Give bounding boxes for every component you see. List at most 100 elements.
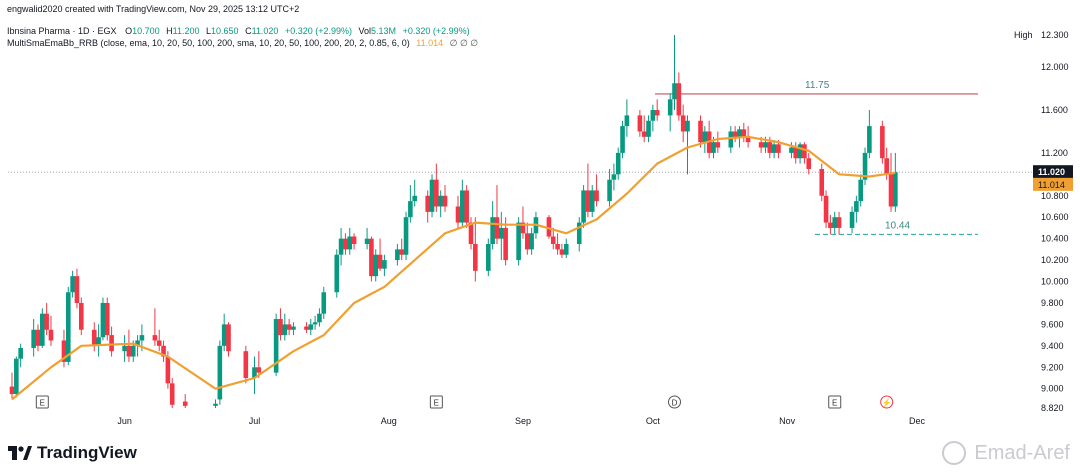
open-label: O bbox=[125, 26, 133, 36]
earnings-marker: E bbox=[35, 395, 49, 409]
candle bbox=[9, 372, 15, 400]
symbol-name[interactable]: Ibnsina Pharma · 1D · EGX bbox=[7, 26, 117, 36]
price-axis-tick: 10.800 bbox=[1041, 191, 1069, 201]
candle bbox=[771, 140, 777, 159]
candle-body bbox=[382, 260, 387, 269]
indicator-line: MultiSmaEmaBb_RRB (close, ema, 10, 20, 5… bbox=[7, 38, 478, 49]
candle-body bbox=[893, 172, 898, 207]
tradingview-icon bbox=[8, 446, 32, 460]
candle bbox=[40, 308, 45, 348]
candle bbox=[282, 313, 288, 341]
candle-body bbox=[135, 340, 140, 346]
candle bbox=[702, 126, 708, 153]
candle bbox=[278, 308, 283, 341]
candle-body bbox=[624, 115, 630, 127]
candle-body bbox=[732, 131, 738, 137]
candle-body bbox=[680, 115, 686, 132]
candle-body bbox=[61, 340, 67, 362]
open-value: 10.700 bbox=[132, 26, 160, 36]
time-axis-tick: Jun bbox=[117, 416, 132, 426]
candle-body bbox=[226, 324, 231, 352]
event-marker-glyph: E bbox=[832, 399, 837, 408]
candle bbox=[429, 174, 435, 218]
candle-body bbox=[880, 126, 885, 159]
last-price-tag bbox=[1033, 165, 1073, 179]
resistance-label: 11.75 bbox=[805, 80, 830, 91]
candle-body bbox=[31, 329, 36, 348]
candle-body bbox=[789, 147, 794, 153]
candle bbox=[304, 322, 309, 333]
candle-body bbox=[823, 195, 829, 223]
candle bbox=[607, 168, 612, 207]
candle-body bbox=[758, 142, 764, 148]
candle bbox=[221, 313, 227, 352]
tradingview-logo[interactable]: TradingView bbox=[8, 443, 137, 463]
candle-body bbox=[213, 403, 218, 406]
candle bbox=[741, 122, 747, 143]
candle-body bbox=[156, 340, 162, 346]
earnings-marker: E bbox=[828, 395, 842, 409]
candle bbox=[706, 120, 712, 159]
price-axis-tick: 10.000 bbox=[1041, 277, 1069, 287]
last-price-value: 11.020 bbox=[1038, 167, 1065, 177]
candle bbox=[563, 238, 569, 258]
indicator-extra: ∅ ∅ ∅ bbox=[449, 38, 479, 48]
candle-body bbox=[252, 367, 257, 378]
candle bbox=[819, 163, 825, 202]
candle-body bbox=[494, 217, 500, 239]
candle-body bbox=[44, 313, 49, 330]
candle-body bbox=[291, 326, 296, 330]
split-icon bbox=[880, 395, 894, 409]
candle-body bbox=[460, 190, 465, 223]
candle bbox=[473, 217, 478, 282]
candle bbox=[100, 297, 106, 341]
candle-body bbox=[516, 222, 521, 261]
candle bbox=[343, 233, 348, 255]
candle-body bbox=[130, 345, 136, 357]
candle-body bbox=[637, 115, 643, 132]
candle-body bbox=[576, 222, 582, 245]
candle-body bbox=[524, 233, 530, 250]
candle-body bbox=[676, 83, 682, 116]
candle-body bbox=[312, 322, 318, 325]
indicator-name[interactable]: MultiSmaEmaBb_RRB (close, ema, 10, 20, 5… bbox=[7, 38, 410, 48]
candle-body bbox=[104, 302, 110, 336]
candle bbox=[559, 244, 565, 258]
candle-body bbox=[836, 217, 842, 228]
candle bbox=[442, 185, 448, 212]
candle bbox=[464, 185, 469, 228]
candle-body bbox=[797, 144, 803, 159]
candle bbox=[286, 319, 292, 336]
time-axis-tick: Oct bbox=[646, 416, 661, 426]
candle bbox=[96, 324, 101, 357]
candle-body bbox=[654, 110, 660, 116]
candle-body bbox=[793, 147, 799, 159]
candle bbox=[828, 215, 833, 235]
candle bbox=[546, 215, 552, 239]
candle bbox=[18, 343, 23, 368]
candle-body bbox=[563, 244, 569, 255]
candle-body bbox=[351, 236, 357, 245]
watermark-text: Emad-Aref bbox=[974, 441, 1070, 464]
candle-body bbox=[594, 190, 599, 202]
candle bbox=[494, 185, 500, 245]
change-value-2: +0.320 (+2.99%) bbox=[402, 26, 470, 36]
candle bbox=[589, 185, 595, 218]
candle bbox=[408, 185, 413, 223]
candle-body bbox=[698, 120, 703, 143]
candle-body bbox=[641, 131, 647, 137]
candle bbox=[893, 152, 898, 212]
candle bbox=[364, 227, 370, 250]
earnings-icon bbox=[35, 395, 49, 409]
candle-body bbox=[611, 174, 617, 180]
candle-body bbox=[243, 351, 249, 378]
candle bbox=[161, 340, 166, 362]
price-axis-tick: 9.200 bbox=[1041, 362, 1064, 372]
candle-body bbox=[256, 367, 262, 373]
chart-credit: engwalid2020 created with TradingView.co… bbox=[7, 4, 300, 14]
candle bbox=[65, 286, 71, 366]
support-label: 10.44 bbox=[885, 220, 910, 231]
candle-body bbox=[767, 142, 773, 153]
candle bbox=[854, 195, 859, 223]
